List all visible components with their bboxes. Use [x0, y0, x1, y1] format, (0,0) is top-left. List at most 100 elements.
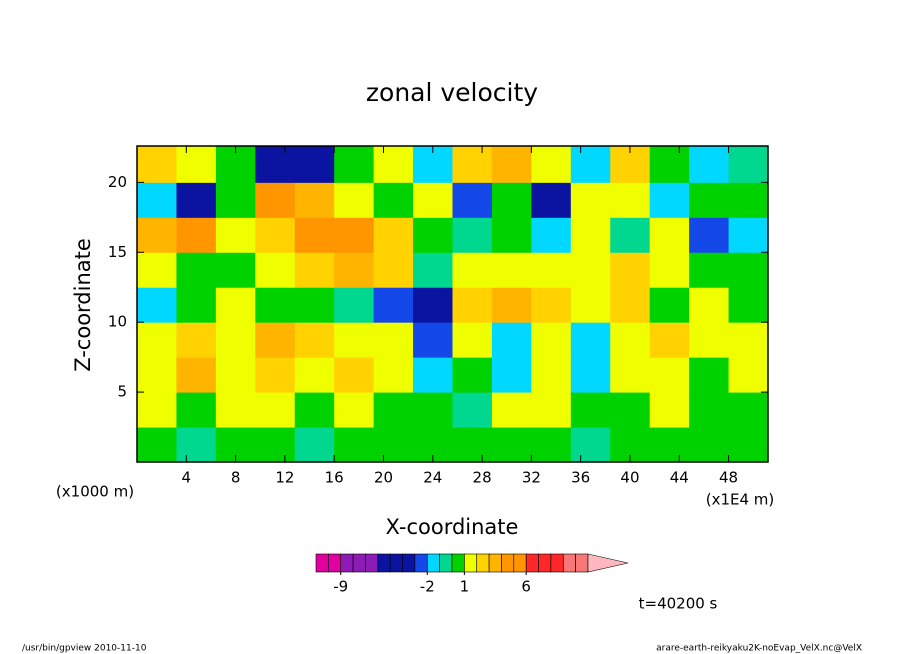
contour-cell	[649, 357, 690, 393]
colorbar-tick-label: -9	[333, 578, 348, 596]
colorbar-box	[365, 553, 379, 573]
colorbar-box	[550, 553, 564, 573]
contour-cell	[649, 252, 690, 288]
contour-cell	[689, 322, 730, 358]
x-tick-label: 48	[719, 469, 738, 487]
contour-cell	[570, 146, 611, 183]
contour-cell	[413, 217, 453, 253]
contour-cell	[255, 287, 296, 323]
contour-cell	[689, 427, 730, 462]
contour-cell	[610, 287, 651, 323]
contour-cell	[294, 427, 335, 462]
contour-cell	[176, 217, 217, 253]
contour-cell	[491, 357, 532, 393]
contour-cell	[176, 182, 217, 218]
contour-cell	[373, 252, 414, 288]
contour-cell	[255, 182, 296, 218]
contour-cell	[728, 322, 768, 358]
x-tick-label: 36	[571, 469, 590, 487]
contour-cell	[373, 392, 414, 428]
contour-cell	[413, 287, 453, 323]
x-tick-label: 32	[522, 469, 541, 487]
colorbar-box	[426, 553, 440, 573]
contour-cell	[728, 182, 768, 218]
contour-cell	[373, 357, 414, 393]
contour-cell	[491, 252, 532, 288]
contour-cell	[215, 357, 256, 393]
contour-cell	[452, 146, 493, 183]
plot-frame	[136, 145, 769, 463]
contour-cell	[491, 146, 532, 183]
contour-cell	[531, 182, 572, 218]
contour-cell	[413, 357, 453, 393]
colorbar-box	[402, 553, 416, 573]
y-tick-label: 10	[108, 313, 127, 331]
x-tick-label: 40	[620, 469, 639, 487]
contour-cell	[689, 146, 730, 183]
colorbar-box	[389, 553, 403, 573]
contour-cell	[610, 182, 651, 218]
contour-cell	[570, 287, 611, 323]
footer-left: /usr/bin/gpview 2010-11-10	[22, 644, 147, 654]
contour-cell	[413, 252, 453, 288]
contour-cell	[570, 322, 611, 358]
contour-cell	[649, 427, 690, 462]
contour-cell	[531, 146, 572, 183]
contour-cell	[137, 287, 177, 323]
colorbar-box	[439, 553, 453, 573]
chart-title: zonal velocity	[366, 78, 538, 107]
x-unit-left: (x1000 m)	[56, 483, 134, 501]
contour-cell	[452, 427, 493, 462]
colorbar-box	[464, 553, 478, 573]
contour-cell	[294, 322, 335, 358]
contour-cell	[373, 322, 414, 358]
contour-cell	[452, 252, 493, 288]
contour-cell	[294, 146, 335, 183]
y-tick-label: 5	[117, 383, 127, 401]
contour-cell	[294, 357, 335, 393]
colorbar-box	[525, 553, 539, 573]
contour-field	[137, 146, 768, 462]
contour-cell	[413, 392, 453, 428]
time-label: t=40200 s	[639, 595, 718, 613]
contour-cell	[215, 392, 256, 428]
contour-cell	[649, 322, 690, 358]
contour-cell	[610, 252, 651, 288]
colorbar-box	[328, 553, 342, 573]
contour-cell	[255, 252, 296, 288]
colorbar-box	[315, 553, 329, 573]
contour-cell	[176, 427, 217, 462]
contour-cell	[294, 287, 335, 323]
x-axis-label: X-coordinate	[386, 515, 519, 539]
contour-cell	[728, 392, 768, 428]
colorbar-box	[562, 553, 576, 573]
x-tick-label: 24	[423, 469, 442, 487]
contour-cell	[452, 182, 493, 218]
contour-cell	[334, 392, 375, 428]
contour-cell	[531, 357, 572, 393]
contour-cell	[334, 322, 375, 358]
contour-cell	[334, 217, 375, 253]
x-tick-label: 4	[182, 469, 192, 487]
contour-cell	[137, 182, 177, 218]
colorbar-box	[340, 553, 354, 573]
contour-cell	[334, 287, 375, 323]
contour-cell	[137, 252, 177, 288]
contour-cell	[334, 357, 375, 393]
contour-cell	[570, 217, 611, 253]
contour-cell	[610, 357, 651, 393]
contour-cell	[570, 252, 611, 288]
contour-cell	[294, 182, 335, 218]
contour-cell	[452, 287, 493, 323]
contour-cell	[531, 322, 572, 358]
contour-cell	[610, 392, 651, 428]
contour-cell	[491, 322, 532, 358]
contour-cell	[176, 392, 217, 428]
contour-cell	[570, 357, 611, 393]
contour-cell	[610, 322, 651, 358]
contour-cell	[689, 182, 730, 218]
contour-cell	[610, 217, 651, 253]
colorbar-box	[538, 553, 552, 573]
contour-cell	[491, 392, 532, 428]
